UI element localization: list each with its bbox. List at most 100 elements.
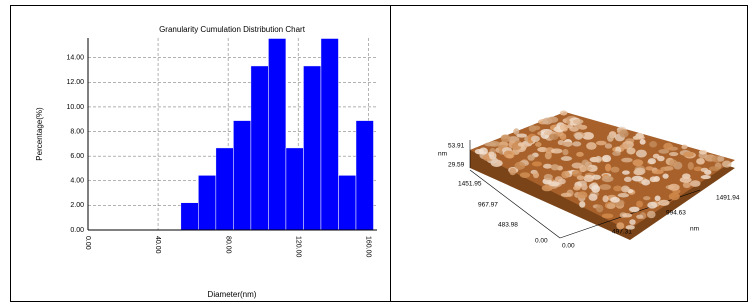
surface-grain [607, 134, 614, 142]
surface-grain [612, 151, 621, 156]
surface-grain [603, 195, 609, 202]
surface-grain [669, 193, 680, 201]
surface-grain [653, 154, 660, 159]
bar [198, 175, 216, 230]
surface-grain [629, 219, 635, 225]
y-tick: 483.98 [498, 222, 518, 229]
surface-grain [551, 164, 559, 170]
surface-grain [643, 196, 650, 200]
surface-grain [683, 152, 694, 157]
surface-grain [655, 195, 661, 201]
surface-grain [589, 194, 598, 201]
surface-grain [622, 170, 630, 174]
bar [321, 38, 339, 230]
surface-grain [632, 159, 643, 166]
y-tick-label: 14.00 [66, 55, 84, 62]
surface-grain [579, 201, 585, 208]
surface-grain [701, 175, 711, 179]
surface-grain [560, 111, 567, 116]
x-tick-label: 120.00 [294, 236, 301, 258]
surface-grain [722, 161, 732, 168]
chart-title: Granularity Cumulation Distribution Char… [159, 25, 306, 34]
surface-grain [663, 173, 669, 178]
surface-grain [669, 152, 678, 156]
surface-grain [562, 149, 568, 156]
surface-grain [532, 161, 542, 166]
surface-grain [619, 130, 628, 138]
surface-grain [629, 207, 640, 213]
surface-grain [573, 119, 584, 124]
surface-grain [548, 181, 560, 186]
surface-grain [549, 133, 558, 139]
surface-grain [582, 166, 592, 170]
figure: Granularity Cumulation Distribution Char… [0, 0, 756, 307]
surface-grain [599, 184, 611, 190]
x-axis-label: Diameter(nm) [208, 290, 257, 299]
surface-grain [640, 139, 646, 145]
surface-grain [624, 177, 632, 182]
surface-grain [562, 142, 573, 147]
surface-grain [688, 162, 694, 170]
surface-grain [602, 155, 611, 162]
surface-grain [515, 162, 526, 170]
histogram-panel: Granularity Cumulation Distribution Char… [35, 25, 377, 299]
surface-grain [709, 166, 720, 171]
bar [268, 38, 286, 230]
bar [251, 66, 269, 230]
surface-grain [518, 142, 524, 146]
x-tick-label: 80.00 [224, 236, 231, 254]
surface-grain [560, 124, 568, 131]
surface-grain [591, 185, 600, 193]
bar [338, 175, 356, 230]
x-tick-label: 40.00 [154, 236, 161, 254]
surface-grain [636, 150, 647, 158]
surface-grain [596, 205, 603, 213]
surface-grain [513, 128, 519, 134]
y-tick-label: 8.00 [70, 128, 84, 135]
surface-grain [658, 200, 669, 206]
surface-grain [520, 172, 530, 178]
bar [233, 121, 251, 230]
surface-grain [634, 167, 645, 174]
bar [303, 66, 321, 230]
surface-grain [633, 136, 639, 140]
surface-grain [592, 175, 601, 180]
afm-panel: 53.91 nm 29.59 1451.95 967.97 483.98 0.0… [438, 111, 740, 250]
surface-grain [602, 213, 614, 218]
surface-grain [581, 184, 588, 191]
y-tick-label: 2.00 [70, 202, 84, 209]
surface-grain [636, 215, 643, 219]
surface-grain [632, 176, 643, 182]
surface-grain [681, 145, 687, 150]
y-tick: 1451.95 [458, 181, 482, 188]
surface-grain [641, 179, 650, 185]
z-mid: 29.59 [448, 162, 465, 169]
surface-grain [610, 197, 620, 203]
bar [181, 203, 199, 230]
surface-grain [572, 141, 581, 146]
bar [356, 121, 374, 230]
surface-grain [527, 154, 535, 160]
surface-grain [618, 193, 630, 197]
surface-grain [669, 160, 677, 167]
surface-grain [668, 184, 680, 191]
y-tick: 967.97 [478, 202, 498, 209]
surface-grain [650, 176, 657, 182]
surface-grain [663, 143, 673, 150]
surface-grain [573, 186, 581, 191]
surface-grain [622, 213, 632, 217]
surface-grain [561, 156, 572, 161]
surface-grain [611, 167, 620, 173]
surface-grain [561, 171, 570, 179]
surface-grain [577, 175, 585, 180]
surface-grain [607, 203, 616, 209]
surface-grain [613, 186, 622, 192]
x-tick: 1491.94 [716, 195, 740, 202]
surface-grain [576, 152, 584, 157]
y-tick: 0.00 [535, 238, 548, 245]
z-unit: nm [438, 151, 447, 158]
surface-grain [649, 141, 657, 147]
surface-grain [506, 154, 513, 158]
xy-unit: nm [690, 226, 699, 233]
surface-grain [636, 201, 643, 208]
